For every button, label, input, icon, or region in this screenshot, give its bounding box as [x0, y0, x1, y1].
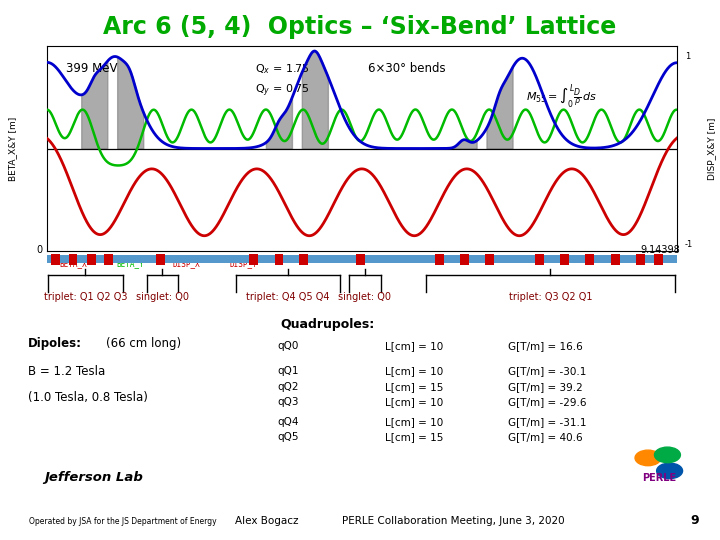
- FancyBboxPatch shape: [300, 253, 308, 265]
- Text: L[cm] = 10: L[cm] = 10: [385, 341, 444, 351]
- Text: Dipoles:: Dipoles:: [28, 338, 82, 350]
- Text: 399 MeV: 399 MeV: [66, 62, 117, 75]
- FancyBboxPatch shape: [636, 253, 645, 265]
- Text: Jefferson Lab: Jefferson Lab: [44, 471, 143, 484]
- Text: 6×30° bends: 6×30° bends: [368, 62, 446, 75]
- FancyBboxPatch shape: [274, 253, 284, 265]
- Text: G[T/m] = 16.6: G[T/m] = 16.6: [508, 341, 582, 351]
- Circle shape: [657, 463, 683, 478]
- Text: qQ2: qQ2: [277, 382, 299, 392]
- Text: Q$_x$ = 1.75
Q$_y$ = 0.75: Q$_x$ = 1.75 Q$_y$ = 0.75: [255, 62, 310, 99]
- FancyBboxPatch shape: [560, 253, 570, 265]
- Text: qQ3: qQ3: [277, 397, 299, 407]
- Text: PERLE Collaboration Meeting, June 3, 2020: PERLE Collaboration Meeting, June 3, 202…: [342, 516, 565, 525]
- Text: BETA_Y: BETA_Y: [116, 259, 144, 268]
- Text: singlet: Q0: singlet: Q0: [135, 292, 189, 302]
- Text: G[T/m] = 40.6: G[T/m] = 40.6: [508, 433, 582, 442]
- FancyBboxPatch shape: [47, 255, 677, 263]
- Text: triplet: Q1 Q2 Q3: triplet: Q1 Q2 Q3: [44, 292, 127, 302]
- Text: -1: -1: [685, 240, 693, 249]
- Text: L[cm] = 15: L[cm] = 15: [385, 382, 444, 392]
- FancyBboxPatch shape: [356, 253, 365, 265]
- Text: 9.14398: 9.14398: [641, 245, 680, 255]
- Text: qQ4: qQ4: [277, 417, 299, 427]
- Text: DISP_X&Y [m]: DISP_X&Y [m]: [707, 117, 716, 180]
- Text: G[T/m] = -29.6: G[T/m] = -29.6: [508, 397, 586, 407]
- Text: qQ5: qQ5: [277, 433, 299, 442]
- Text: L[cm] = 10: L[cm] = 10: [385, 397, 444, 407]
- Text: G[T/m] = 39.2: G[T/m] = 39.2: [508, 382, 582, 392]
- FancyBboxPatch shape: [87, 253, 96, 265]
- Text: G[T/m] = -31.1: G[T/m] = -31.1: [508, 417, 586, 427]
- FancyBboxPatch shape: [460, 253, 469, 265]
- Circle shape: [635, 450, 661, 465]
- Text: G[T/m] = -30.1: G[T/m] = -30.1: [508, 367, 586, 376]
- FancyBboxPatch shape: [485, 253, 494, 265]
- Text: Arc 6 (5, 4)  Optics – ‘Six-Bend’ Lattice: Arc 6 (5, 4) Optics – ‘Six-Bend’ Lattice: [104, 15, 616, 39]
- Text: DISP_X: DISP_X: [173, 259, 201, 268]
- Text: BETA_X&Y [m]: BETA_X&Y [m]: [8, 117, 17, 180]
- Text: triplet: Q3 Q2 Q1: triplet: Q3 Q2 Q1: [509, 292, 592, 302]
- FancyBboxPatch shape: [68, 253, 78, 265]
- FancyBboxPatch shape: [435, 253, 444, 265]
- Text: $M_{55} = \int_0^L \frac{D}{\rho}\,ds$: $M_{55} = \int_0^L \frac{D}{\rho}\,ds$: [526, 83, 597, 111]
- Text: triplet: Q4 Q5 Q4: triplet: Q4 Q5 Q4: [246, 292, 330, 302]
- Text: Operated by JSA for the JS Department of Energy: Operated by JSA for the JS Department of…: [29, 517, 217, 525]
- Text: (1.0 Tesla, 0.8 Tesla): (1.0 Tesla, 0.8 Tesla): [28, 391, 148, 404]
- Text: B = 1.2 Tesla: B = 1.2 Tesla: [28, 365, 105, 378]
- Text: BETA_X: BETA_X: [60, 259, 87, 268]
- Text: qQ0: qQ0: [277, 341, 299, 351]
- FancyBboxPatch shape: [611, 253, 620, 265]
- FancyBboxPatch shape: [654, 253, 663, 265]
- Text: 0: 0: [37, 245, 42, 255]
- FancyBboxPatch shape: [156, 253, 165, 265]
- Text: qQ1: qQ1: [277, 367, 299, 376]
- Text: 9: 9: [690, 514, 699, 527]
- Text: singlet: Q0: singlet: Q0: [338, 292, 391, 302]
- Circle shape: [654, 447, 680, 463]
- Text: L[cm] = 15: L[cm] = 15: [385, 433, 444, 442]
- FancyBboxPatch shape: [535, 253, 544, 265]
- FancyBboxPatch shape: [585, 253, 594, 265]
- Text: (66 cm long): (66 cm long): [106, 338, 181, 350]
- Text: 1: 1: [685, 52, 690, 61]
- FancyBboxPatch shape: [249, 253, 258, 265]
- FancyBboxPatch shape: [104, 253, 113, 265]
- FancyBboxPatch shape: [50, 253, 60, 265]
- Text: L[cm] = 10: L[cm] = 10: [385, 367, 444, 376]
- Text: L[cm] = 10: L[cm] = 10: [385, 417, 444, 427]
- Text: Quadrupoles:: Quadrupoles:: [281, 318, 375, 331]
- Text: Alex Bogacz: Alex Bogacz: [235, 516, 298, 525]
- Text: PERLE: PERLE: [642, 472, 676, 483]
- Text: DISP_Y: DISP_Y: [230, 259, 257, 268]
